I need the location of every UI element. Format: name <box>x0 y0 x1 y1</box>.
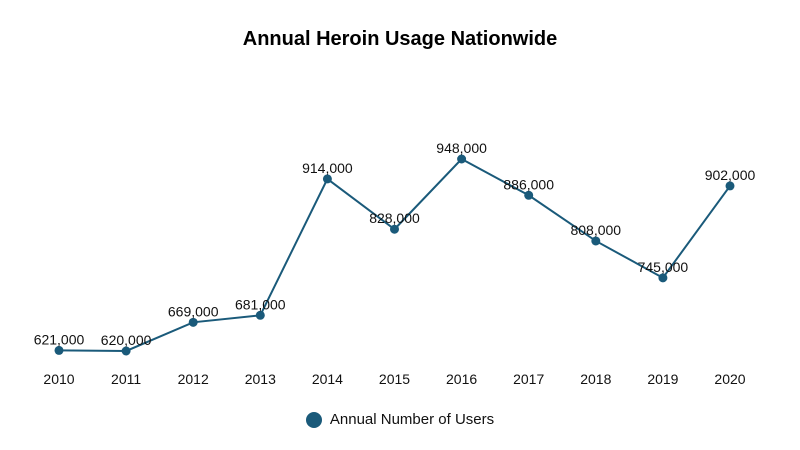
data-point-marker[interactable] <box>658 273 668 283</box>
data-label: 828,000 <box>369 210 420 226</box>
data-point-marker[interactable] <box>322 174 332 184</box>
data-label: 808,000 <box>570 222 621 238</box>
x-axis-tick-label: 2016 <box>446 371 477 387</box>
x-axis-tick-label: 2018 <box>580 371 611 387</box>
x-axis-tick-label: 2015 <box>379 371 410 387</box>
data-point-marker[interactable] <box>457 154 467 164</box>
data-point-marker[interactable] <box>390 224 399 234</box>
data-point-marker[interactable] <box>524 190 534 200</box>
data-point-marker[interactable] <box>188 317 198 327</box>
data-label: 948,000 <box>436 140 487 156</box>
data-label: 914,000 <box>302 160 353 176</box>
data-point-marker[interactable] <box>255 310 265 320</box>
x-axis-tick-label: 2011 <box>111 371 141 387</box>
legend-marker-icon <box>305 411 322 428</box>
legend: Annual Number of Users <box>0 411 800 428</box>
data-label: 620,000 <box>101 332 152 348</box>
data-label: 681,000 <box>235 296 286 312</box>
x-axis-tick-label: 2020 <box>714 371 745 387</box>
data-label: 902,000 <box>705 167 756 183</box>
chart-title: Annual Heroin Usage Nationwide <box>242 28 558 50</box>
data-label: 669,000 <box>168 303 219 319</box>
x-axis-tick-label: 2013 <box>245 371 276 387</box>
x-axis-tick-label: 2017 <box>513 371 544 387</box>
x-axis-tick-label: 2014 <box>312 371 343 387</box>
data-label: 745,000 <box>638 259 689 275</box>
data-point-marker[interactable] <box>121 346 131 356</box>
x-axis-tick-label: 2019 <box>647 371 678 387</box>
data-point-marker[interactable] <box>591 236 601 246</box>
legend-label: Annual Number of Users <box>329 411 495 428</box>
data-point-marker[interactable] <box>725 181 735 191</box>
data-label: 886,000 <box>503 176 554 192</box>
data-point-marker[interactable] <box>54 345 64 355</box>
x-axis-tick-label: 2010 <box>43 371 74 387</box>
data-label: 621,000 <box>34 331 85 347</box>
series-line <box>58 157 731 353</box>
x-axis-tick-label: 2012 <box>178 371 209 387</box>
